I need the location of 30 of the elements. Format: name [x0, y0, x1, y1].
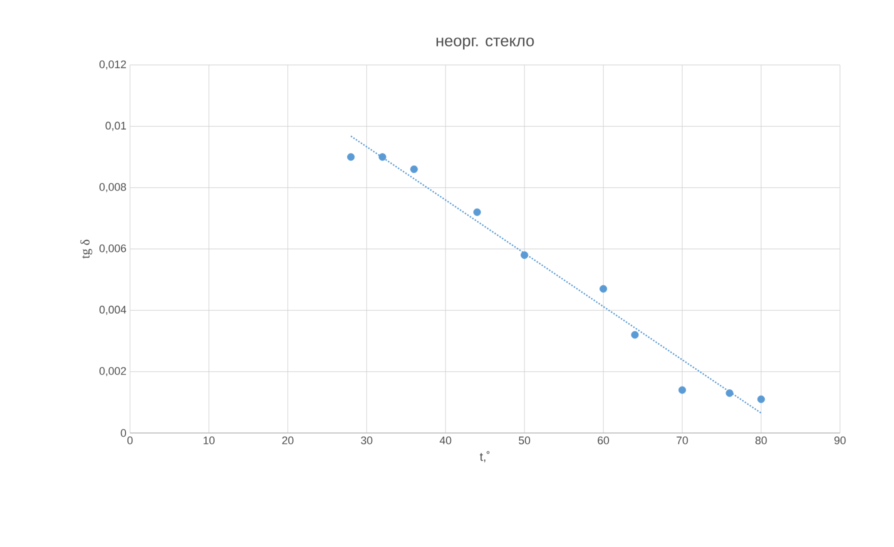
y-tick-label: 0,01: [106, 122, 126, 131]
y-tick-label: 0,006: [99, 244, 126, 254]
x-tick-label: 30: [361, 436, 372, 444]
x-tick-label: 50: [518, 436, 530, 444]
y-tick-label: 0: [120, 429, 126, 437]
point: [600, 285, 608, 293]
chart-title: неорг. стекло: [436, 38, 534, 50]
point: [678, 386, 686, 394]
point: [347, 153, 355, 161]
point: [378, 153, 386, 161]
x-tick-label: 0: [127, 436, 133, 444]
point: [473, 208, 481, 216]
x-tick-label: 40: [440, 436, 452, 444]
y-tick-label: 0,008: [99, 183, 126, 192]
point: [520, 251, 528, 259]
x-tick-label: 70: [676, 436, 688, 444]
point: [631, 331, 639, 339]
y-tick-label: 0,004: [99, 306, 126, 315]
point: [410, 165, 418, 174]
x-tick-label: 80: [755, 436, 767, 444]
x-tick-label: 10: [204, 436, 215, 444]
x-tick-label: 20: [282, 436, 294, 444]
x-tick-label: 60: [598, 436, 609, 444]
x-tick-label: 90: [834, 436, 846, 444]
x-axis-title: t,˚: [480, 451, 490, 462]
y-tick-label: 0,012: [99, 60, 126, 70]
y-axis-title: tg δ: [80, 240, 92, 259]
point: [757, 395, 765, 404]
y-tick-label: 0,002: [99, 367, 126, 376]
point: [726, 389, 734, 397]
